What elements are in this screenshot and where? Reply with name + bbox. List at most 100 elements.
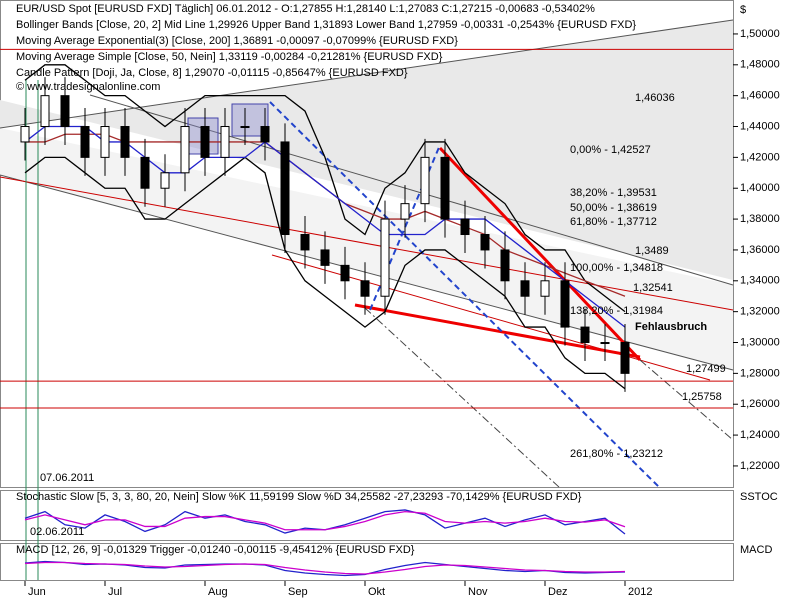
candle-body: [40, 95, 50, 128]
candle-body: [100, 126, 110, 158]
y-tick-label: 1,34000: [740, 275, 780, 287]
annotation: 07.06.2011: [40, 472, 94, 484]
candle-body: [520, 280, 530, 297]
pattern-box: [231, 103, 269, 137]
channel-fill: [0, 128, 733, 370]
line: [24, 510, 626, 531]
candle-body: [240, 126, 250, 129]
candle-body: [80, 126, 90, 158]
trend-line: [0, 174, 734, 371]
trend-line: [364, 307, 561, 489]
candle-body: [380, 218, 390, 297]
candle-body: [180, 126, 190, 174]
stoch-panel: [0, 490, 734, 541]
annotation: 50,00% - 1,38619: [570, 202, 657, 214]
candle-body: [120, 126, 130, 158]
x-tick-label: Nov: [468, 586, 488, 598]
candle-body: [460, 218, 470, 236]
y-tick-label: 1,38000: [740, 213, 780, 225]
candle-body: [580, 326, 590, 344]
annotation: 61,80% - 1,37712: [570, 216, 657, 228]
channel-fill: [0, 20, 733, 280]
trend-line: [639, 359, 734, 441]
y-tick-label: 1,26000: [740, 398, 780, 410]
x-tick-label: Jul: [108, 586, 122, 598]
line: [24, 64, 626, 313]
candle-body: [440, 156, 450, 220]
candle-body: [140, 156, 150, 189]
y-tick-label: 1,40000: [740, 182, 780, 194]
x-tick-label: 2012: [628, 586, 652, 598]
candle-body: [60, 95, 70, 128]
trend-line: [354, 303, 641, 359]
panel-label: MACD: [740, 544, 772, 556]
annotation: 1,32541: [633, 282, 673, 294]
trend-line: [89, 94, 734, 286]
labels: 1,22000 1,24000 1,26000 1,28000 1,30000 1,320…: [16, 3, 780, 598]
trend-line: [269, 101, 661, 489]
trend-line: [438, 146, 642, 362]
panel-title: Stochastic Slow [5, 3, 3, 80, 20, Nein] …: [16, 491, 582, 503]
annotation: 138,20% - 1,31984: [570, 305, 663, 317]
line: [24, 561, 626, 575]
annotation: 261,80% - 1,23212: [570, 448, 663, 460]
candle-body: [560, 280, 570, 328]
candle-body: [20, 126, 30, 143]
candle-body: [620, 342, 630, 374]
annotation: 1,46036: [635, 92, 675, 104]
panel-label: SSTOC: [740, 491, 778, 503]
legend-entry: Candle Pattern [Doji, Ja, Close, 8] 1,29…: [16, 67, 408, 79]
panel-title: MACD [12, 26, 9] -0,01329 Trigger -0,012…: [16, 544, 415, 556]
title: EUR/USD Spot [EURUSD FXD] Täglich] 06.01…: [16, 3, 595, 15]
y-tick-label: 1,36000: [740, 244, 780, 256]
y-tick-label: 1,22000: [740, 460, 780, 472]
legend-entry: Moving Average Simple [Close, 50, Nein] …: [16, 51, 443, 63]
annotation: 1,25758: [682, 391, 722, 403]
annotation: 100,00% - 1,34818: [570, 262, 663, 274]
candle-body: [300, 234, 310, 251]
candle-body: [320, 249, 330, 266]
candle-body: [540, 280, 550, 297]
y-tick-label: 1,32000: [740, 306, 780, 318]
annotation: 1,3489: [635, 245, 669, 257]
copyright: © www.tradesignalonline.com: [16, 81, 160, 93]
x-tick-label: Aug: [208, 586, 228, 598]
candle-body: [200, 126, 210, 158]
x-tick-label: Dez: [548, 586, 568, 598]
plot: [0, 33, 738, 586]
candle-body: [220, 126, 230, 158]
y-tick-label: 1,24000: [740, 429, 780, 441]
legend-entry: Bollinger Bands [Close, 20, 2] Mid Line …: [16, 19, 636, 31]
x-tick-label: Okt: [368, 586, 385, 598]
currency: $: [740, 4, 746, 16]
trend-line: [0, 19, 734, 129]
x-tick-label: Jun: [28, 586, 46, 598]
y-tick-label: 1,48000: [740, 59, 780, 71]
legend-entry: Moving Average Exponential(3) [Close, 20…: [16, 35, 458, 47]
candle-body: [480, 234, 490, 251]
candle-body: [500, 249, 510, 282]
annotation: 1,27499: [686, 363, 726, 375]
trend-line: [0, 176, 734, 311]
candle-body: [160, 172, 170, 189]
line: [24, 156, 626, 390]
candle-body: [360, 280, 370, 297]
drawings: [0, 19, 734, 580]
y-tick-label: 1,30000: [740, 336, 780, 348]
candle-body: [400, 203, 410, 220]
y-tick-label: 1,46000: [740, 90, 780, 102]
y-tick-label: 1,42000: [740, 151, 780, 163]
annotation: 38,20% - 1,39531: [570, 187, 657, 199]
x-tick-label: Sep: [288, 586, 308, 598]
annotation: 02.06.2011: [30, 526, 84, 538]
candle-body: [280, 141, 290, 236]
y-tick-label: 1,44000: [740, 120, 780, 132]
annotation: Fehlausbruch: [635, 321, 707, 333]
candle-body: [420, 156, 430, 205]
candle-body: [600, 342, 610, 345]
annotation: 0,00% - 1,42527: [570, 144, 651, 156]
y-tick-label: 1,50000: [740, 28, 780, 40]
candle-body: [260, 126, 270, 143]
candle-body: [340, 264, 350, 282]
